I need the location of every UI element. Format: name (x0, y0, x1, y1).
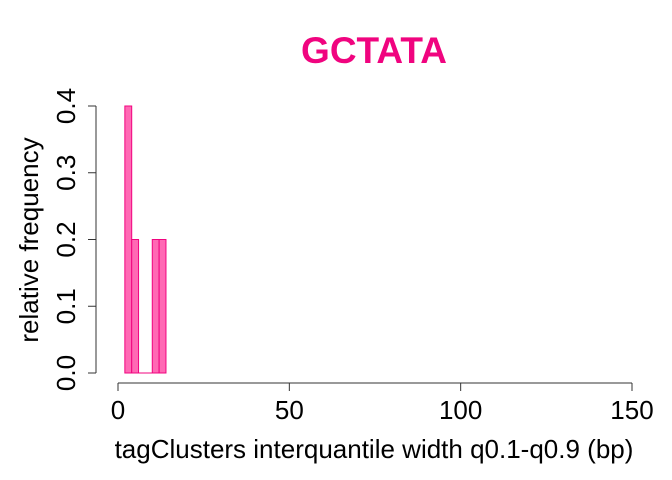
x-tick-label: 100 (439, 395, 482, 425)
y-tick-label: 0.0 (51, 355, 81, 391)
histogram-bar-5 (158, 239, 167, 374)
x-axis-label: tagClusters interquantile width q0.1-q0.… (115, 434, 634, 464)
x-axis-ticks: 0 50 100 150 (111, 383, 654, 425)
y-tick-label: 0.3 (51, 155, 81, 191)
x-tick-label: 50 (275, 395, 304, 425)
y-tick-label: 0.2 (51, 221, 81, 257)
histogram-bars (124, 105, 167, 374)
y-axis-ticks: 0.0 0.1 0.2 0.3 0.4 (51, 88, 96, 391)
x-tick-label: 0 (111, 395, 125, 425)
y-axis-label: relative frequency (14, 137, 44, 342)
x-tick-label: 150 (610, 395, 653, 425)
y-tick-label: 0.4 (51, 88, 81, 124)
y-tick-label: 0.1 (51, 288, 81, 324)
histogram-bar-1 (131, 239, 140, 374)
chart-title: GCTATA (301, 30, 447, 71)
histogram-bar-0 (124, 105, 133, 374)
histogram-bar-4 (151, 239, 160, 374)
